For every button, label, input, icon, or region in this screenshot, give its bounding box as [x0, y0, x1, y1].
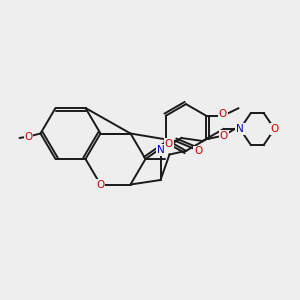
Text: N: N	[157, 145, 164, 155]
Text: N: N	[236, 124, 244, 134]
Text: O: O	[164, 139, 173, 149]
Text: O: O	[219, 109, 227, 119]
Text: O: O	[24, 131, 33, 142]
Text: O: O	[96, 179, 105, 190]
Text: O: O	[270, 124, 279, 134]
Text: O: O	[194, 146, 202, 157]
Text: O: O	[220, 130, 228, 141]
